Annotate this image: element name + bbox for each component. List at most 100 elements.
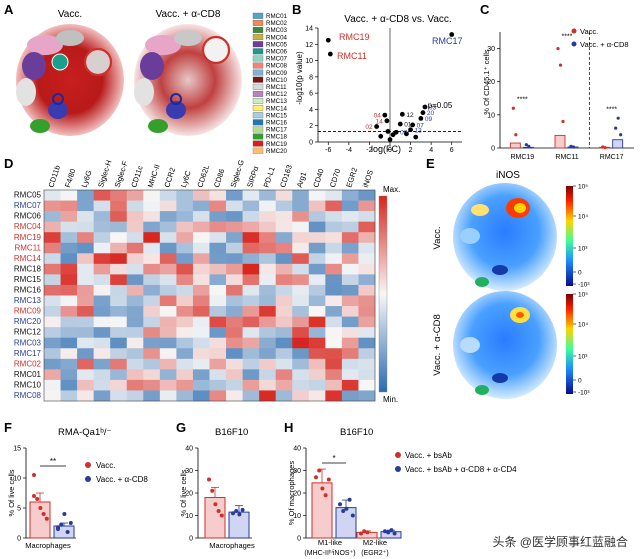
heatmap-cell <box>93 221 111 233</box>
heatmap-cell <box>226 284 243 296</box>
legend-swatch <box>252 112 264 119</box>
legend-label: RMC19 <box>266 141 288 148</box>
heatmap-cell <box>308 316 326 328</box>
heatmap-cell <box>110 295 128 307</box>
heatmap-cell <box>77 295 94 307</box>
heatmap-cell <box>275 295 293 307</box>
heatmap-cell <box>60 221 78 233</box>
colorbar-tick-label: 10³ <box>578 354 588 361</box>
heatmap-cell <box>226 348 243 360</box>
heatmap-cell <box>292 295 310 307</box>
heatmap-cell <box>159 295 177 307</box>
heatmap-cell <box>143 242 161 254</box>
heatmap-cell <box>110 232 128 244</box>
colorbar-tick-label: 10⁴ <box>578 322 588 329</box>
y-tick-label: 4 <box>309 107 313 114</box>
heatmap-cell <box>192 316 210 328</box>
heatmap-cell <box>143 284 161 296</box>
heatmap-cell <box>259 284 276 296</box>
heatmap-cell <box>126 200 144 212</box>
panel-a-title-cd8: Vacc. + α-CD8 <box>156 9 221 20</box>
heatmap-cell <box>308 306 326 317</box>
heatmap-cell <box>242 232 260 244</box>
heatmap-column-label: CD163 <box>278 164 294 189</box>
heatmap-cell <box>192 211 210 222</box>
heatmap-cell <box>159 369 177 381</box>
heatmap-cell <box>292 274 310 286</box>
bar-dot <box>68 521 73 525</box>
heatmap-cell <box>110 337 128 349</box>
heatmap-cell <box>93 200 111 212</box>
heatmap-cell <box>275 221 293 233</box>
bar-dot <box>240 507 245 512</box>
heatmap-cell <box>292 190 310 201</box>
y-tick-label: 40 <box>185 446 193 453</box>
heatmap-cell <box>77 358 94 370</box>
heatmap-cell <box>275 379 293 391</box>
heatmap-cell <box>192 274 210 286</box>
heatmap-cell <box>176 242 194 254</box>
bar <box>612 139 624 149</box>
heatmap-cell <box>242 284 260 296</box>
legend-swatch <box>252 90 264 97</box>
legend-swatch <box>252 27 264 33</box>
legend-label: RMC08 <box>266 63 288 70</box>
point-label: 04 <box>374 113 382 120</box>
heatmap-row-label: RMC15 <box>14 275 42 284</box>
heatmap-row-label: RMC06 <box>14 212 42 221</box>
y-tick-label: 10 <box>305 58 313 65</box>
data-point <box>410 122 416 128</box>
y-tick-label: 30 <box>293 468 301 475</box>
tsne-map-cd8 <box>134 24 242 136</box>
panel-label-b: B <box>292 2 301 17</box>
heatmap-cell <box>292 369 310 381</box>
heatmap-cell <box>176 316 194 328</box>
y-tick-label: 0 <box>309 140 313 147</box>
heatmap-cell <box>110 316 128 328</box>
heatmap-cell <box>341 369 359 381</box>
heatmap-colorbar <box>378 195 388 393</box>
category-label: RMC11 <box>555 154 578 161</box>
data-point <box>422 104 428 110</box>
heatmap-cell <box>93 190 111 201</box>
heatmap-cell <box>110 284 128 296</box>
legend-label: RMC14 <box>266 105 288 112</box>
panel-label-d: D <box>4 156 13 171</box>
heatmap-cell <box>44 348 61 360</box>
legend-label: RMC04 <box>266 34 288 41</box>
heatmap-cell <box>341 263 359 275</box>
heatmap-cell <box>93 295 111 307</box>
heatmap-cell <box>192 200 210 212</box>
heatmap-cell <box>242 221 260 233</box>
bar-dot <box>65 530 70 534</box>
heatmap-cell <box>325 232 343 244</box>
heatmap-cell <box>77 327 94 338</box>
heatmap-cell <box>325 253 343 265</box>
legend-swatch <box>252 140 264 147</box>
bar-dot <box>38 506 43 510</box>
heatmap-cell <box>275 369 293 381</box>
legend-label: RMC07 <box>266 56 288 63</box>
y-tick-label: 8 <box>309 74 313 81</box>
heatmap-cell <box>341 327 359 338</box>
heatmap-cell <box>60 369 78 381</box>
volcano-ylabel: -log10(p value) <box>295 51 304 105</box>
heatmap-cell <box>192 348 210 360</box>
sig-label: * <box>332 454 335 463</box>
heatmap-cell <box>259 379 276 391</box>
heatmap-cell <box>93 369 111 381</box>
legend-swatch <box>252 126 264 133</box>
heatmap-cell <box>325 379 343 391</box>
heatmap-cell <box>325 221 343 233</box>
sig-label: **** <box>606 107 617 114</box>
cluster-legend: RMC01RMC02RMC03RMC04RMC05RMC06RMC07RMC08… <box>252 12 288 155</box>
heatmap-column-label: Arg1 <box>295 171 308 189</box>
y-tick-label: 0 <box>491 146 495 153</box>
y-tick-label: 14 <box>305 26 313 33</box>
heatmap-cell <box>77 221 94 233</box>
heatmap-cell <box>44 232 61 244</box>
heatmap-cell <box>77 316 94 328</box>
heatmap-cell <box>126 327 144 338</box>
heatmap-cell <box>242 348 260 360</box>
bar <box>509 142 521 149</box>
